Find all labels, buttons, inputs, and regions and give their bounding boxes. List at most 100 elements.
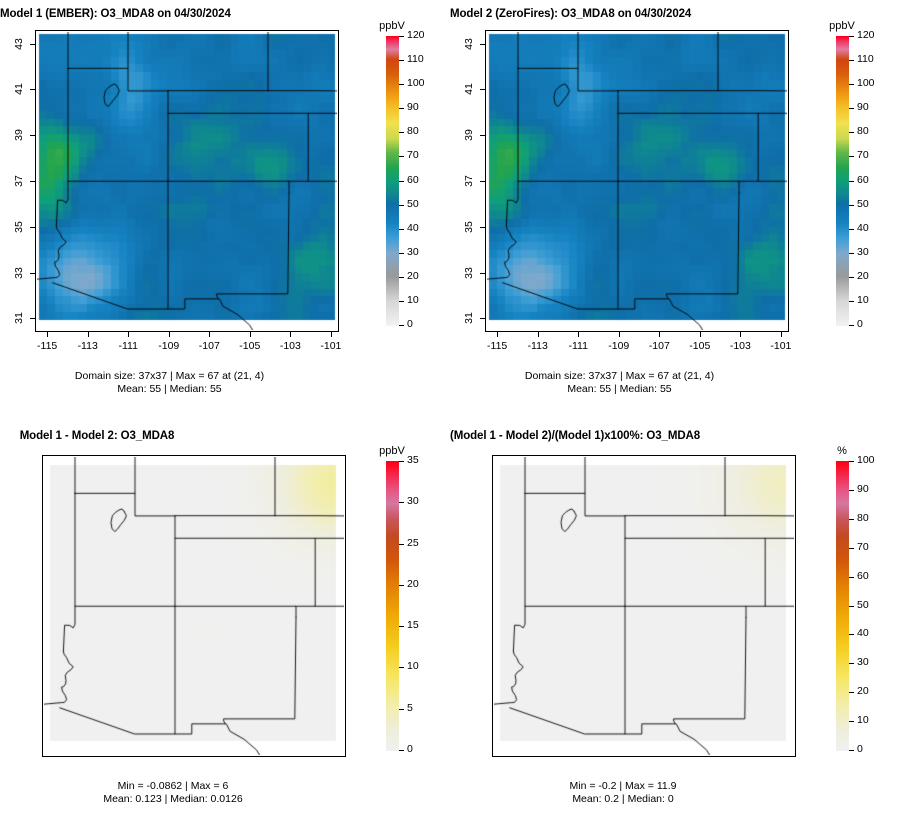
colorbar-tick-label: 60: [407, 173, 419, 186]
colorbar-tick: [849, 132, 854, 133]
colorbar-tick-label: 15: [407, 619, 419, 632]
y-tick-label: 37: [13, 175, 25, 187]
colorbar-tick: [399, 544, 404, 545]
x-tick: [780, 332, 782, 337]
x-tick: [249, 332, 251, 337]
colorbar-tick: [849, 205, 854, 206]
x-tick-label: -107: [648, 340, 670, 352]
colorbar-tick: [849, 721, 854, 722]
colorbar-tick-label: 5: [407, 701, 413, 714]
y-tick-label: 31: [463, 312, 475, 325]
colorbar-tick: [849, 229, 854, 230]
colorbar-tick-label: 25: [407, 536, 419, 549]
map-raster-model2[interactable]: [487, 32, 787, 330]
y-tick: [480, 318, 485, 320]
colorbar-tick-label: 110: [857, 53, 874, 66]
y-tick: [480, 135, 485, 137]
colorbar-tick: [399, 461, 404, 462]
colorbar-tick: [399, 156, 404, 157]
colorbar-tick: [399, 585, 404, 586]
footer-line-1: Min = -0.2 | Max = 11.9: [569, 780, 677, 792]
x-tick: [87, 332, 89, 337]
colorbar-tick: [849, 577, 854, 578]
x-tick-label: -115: [37, 340, 58, 352]
y-tick-label: 39: [463, 129, 475, 142]
colorbar-tick: [399, 229, 404, 230]
colorbar-gradient: [386, 36, 399, 326]
colorbar-tick-label: 60: [857, 173, 869, 186]
footer-line-1: Domain size: 37x37 | Max = 67 at (21, 4): [74, 370, 265, 382]
x-tick: [168, 332, 170, 337]
panel-title: Model 1 - Model 2: O3_MDA8: [19, 430, 175, 442]
colorbar-tick-label: 70: [857, 540, 869, 553]
colorbar-tick: [849, 692, 854, 693]
x-tick: [618, 332, 620, 337]
colorbar-tick-label: 40: [857, 221, 869, 234]
y-tick: [30, 43, 35, 45]
colorbar-unit-label: ppbV: [829, 20, 855, 32]
colorbar-tick-label: 10: [857, 293, 869, 306]
colorbar-tick-label: 30: [407, 245, 419, 258]
y-tick-label: 41: [463, 83, 475, 96]
colorbar-tick: [399, 253, 404, 254]
x-tick-label: -107: [198, 340, 220, 352]
map-raster-diff-abs[interactable]: [44, 457, 344, 755]
colorbar-tick-label: 120: [407, 29, 425, 41]
colorbar-tick-label: 50: [857, 197, 869, 210]
y-tick-label: 35: [463, 220, 475, 233]
y-tick-label: 43: [463, 37, 475, 50]
colorbar-tick: [849, 548, 854, 549]
y-tick: [480, 89, 485, 91]
panel-model2: Model 2 (ZeroFires): O3_MDA8 on 04/30/20…: [450, 0, 900, 420]
x-tick: [128, 332, 130, 337]
colorbar-tick: [849, 634, 854, 635]
colorbar-tick-label: 0: [407, 743, 413, 755]
colorbar-tick: [399, 205, 404, 206]
colorbar-tick-label: 90: [407, 101, 419, 114]
panel-title: (Model 1 - Model 2)/(Model 1)x100%: O3_M…: [450, 430, 701, 442]
y-tick-label: 43: [13, 37, 25, 50]
x-tick: [578, 332, 580, 337]
colorbar-tick: [849, 156, 854, 157]
colorbar-tick-label: 90: [857, 482, 869, 495]
colorbar-tick: [399, 60, 404, 61]
colorbar-tick-label: 80: [857, 125, 869, 138]
colorbar-tick-label: 100: [857, 454, 875, 466]
colorbar-tick-label: 30: [407, 495, 419, 508]
y-tick: [480, 43, 485, 45]
colorbar-tick-label: 20: [857, 685, 869, 698]
x-tick: [740, 332, 742, 337]
footer-line-1: Domain size: 37x37 | Max = 67 at (21, 4): [524, 370, 715, 382]
x-tick-label: -109: [608, 340, 630, 352]
colorbar-tick-label: 10: [407, 293, 419, 306]
x-tick-label: -113: [77, 340, 98, 352]
colorbar-gradient: [836, 461, 849, 751]
footer-line-2: Mean: 0.123 | Median: 0.0126: [103, 793, 243, 805]
y-tick-label: 35: [13, 220, 25, 233]
y-tick-label: 33: [463, 266, 475, 279]
colorbar-tick-label: 80: [857, 511, 869, 524]
colorbar-diff-abs: ppbV 0 5 10 15 20 25 30 35: [379, 445, 446, 755]
map-raster-model1[interactable]: [37, 32, 337, 330]
x-tick-label: -113: [527, 340, 548, 352]
colorbar-tick: [849, 253, 854, 254]
colorbar-tick: [399, 36, 404, 37]
x-tick: [497, 332, 499, 337]
colorbar-tick: [849, 461, 854, 462]
x-tick-label: -103: [279, 340, 301, 352]
y-tick-label: 41: [13, 83, 25, 96]
colorbar-tick: [849, 301, 854, 302]
footer-line-1: Min = -0.0862 | Max = 6: [117, 780, 229, 792]
x-tick-label: -105: [239, 340, 261, 352]
y-tick: [480, 272, 485, 274]
panel-diff-pct: (Model 1 - Model 2)/(Model 1)x100%: O3_M…: [450, 420, 900, 840]
colorbar-tick-label: 70: [407, 149, 419, 162]
panel-title: Model 1 (EMBER): O3_MDA8 on 04/30/2024: [0, 8, 231, 20]
colorbar-tick-label: 35: [407, 454, 419, 466]
colorbar-tick: [399, 277, 404, 278]
y-tick-label: 33: [13, 266, 25, 279]
map-raster-diff-pct[interactable]: [494, 457, 794, 755]
colorbar-tick-label: 10: [857, 714, 869, 727]
colorbar-tick: [399, 750, 404, 751]
